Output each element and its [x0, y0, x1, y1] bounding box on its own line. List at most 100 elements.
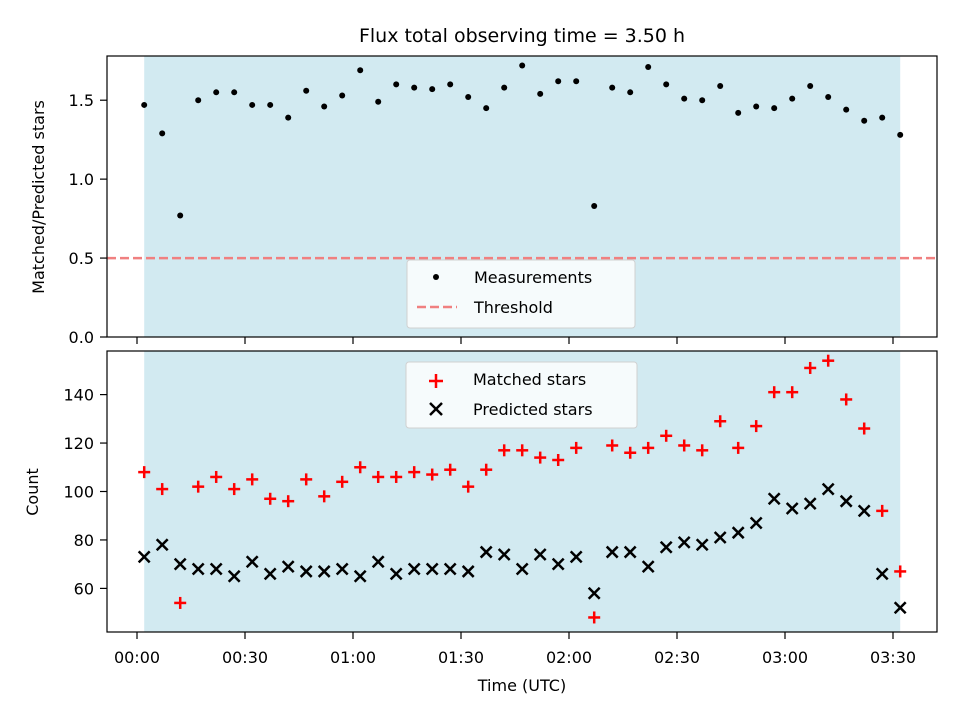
predicted-star-d2 [407, 562, 421, 576]
predicted-star-d2 [443, 562, 457, 576]
matched-star-marker [660, 429, 673, 442]
x-tick-label: 01:30 [438, 648, 484, 667]
x-tick-label: 00:30 [222, 648, 268, 667]
predicted-star-d2 [425, 562, 439, 576]
matched-star-marker [786, 386, 799, 399]
measurement-point [465, 94, 472, 101]
predicted-star-marker [713, 531, 727, 544]
predicted-star-d2 [803, 497, 817, 510]
matched-star-marker [372, 470, 385, 483]
measurement-point [501, 84, 508, 91]
predicted-star-d2 [623, 545, 637, 559]
predicted-star-d2 [155, 538, 169, 552]
measurement-point [195, 97, 202, 104]
matched-star-marker [552, 454, 565, 467]
measurement-point [591, 202, 598, 209]
predicted-star-marker [371, 555, 385, 569]
measurement-point [303, 87, 310, 94]
predicted-star-d2 [263, 567, 277, 581]
measurement-point [717, 82, 724, 89]
measurement-point [645, 64, 652, 71]
measurement-point [231, 89, 238, 96]
predicted-star-d2 [335, 562, 349, 576]
y-tick-label: 120 [63, 434, 94, 453]
measurement-point [429, 86, 436, 93]
matched-star-marker [336, 475, 349, 488]
matched-star-marker [174, 596, 187, 609]
predicted-star-marker [605, 545, 619, 559]
matched-star-marker [876, 504, 889, 517]
predicted-star-marker [875, 567, 889, 581]
predicted-star-marker [695, 538, 709, 552]
x-tick-label: 00:00 [114, 648, 160, 667]
x-tick-label: 02:30 [654, 648, 700, 667]
predicted-star-d2 [137, 550, 151, 564]
predicted-star-marker [173, 557, 187, 571]
predicted-star-d2 [839, 494, 853, 508]
measurement-point [483, 105, 490, 112]
y-tick-label: 60 [74, 579, 94, 598]
measurement-point [627, 89, 634, 96]
bottom-y-axis: 60 80 100 120 140 [63, 386, 107, 598]
matched-star-marker [282, 495, 295, 508]
matched-star-marker [516, 444, 529, 457]
predicted-star-marker [839, 494, 853, 508]
matched-star-marker [678, 439, 691, 452]
predicted-star-marker [353, 569, 367, 583]
measurement-point [519, 62, 526, 69]
measurement-point [807, 82, 814, 89]
measurement-point [573, 78, 580, 85]
matched-star-marker [426, 468, 439, 481]
predicted-star-d2 [569, 550, 583, 564]
predicted-star-d2 [893, 601, 907, 615]
measurement-point [555, 78, 562, 85]
predicted-star-marker [443, 562, 457, 576]
predicted-star-d2 [173, 557, 187, 571]
x-tick-label: 01:00 [330, 648, 376, 667]
predicted-star-d2 [299, 565, 313, 578]
predicted-star-d2 [497, 548, 511, 561]
measurement-point [213, 89, 220, 96]
matched-star-marker [462, 480, 475, 493]
bottom-legend: Matched stars Predicted stars [405, 361, 638, 429]
y-tick-label: 0.5 [69, 249, 94, 268]
predicted-star-marker [263, 567, 277, 581]
measurement-point [285, 114, 292, 121]
predicted-star-marker [227, 569, 241, 583]
matched-star-marker [732, 441, 745, 454]
matched-star-marker [804, 361, 817, 374]
measurement-point [735, 109, 742, 116]
predicted-star-d2 [695, 538, 709, 552]
legend-matched-label: Matched stars [473, 370, 586, 389]
measurement-point [267, 101, 274, 108]
predicted-star-d2 [713, 531, 727, 544]
measurement-points [141, 62, 904, 219]
predicted-star-marker [749, 516, 763, 530]
matched-star-marker [570, 441, 583, 454]
x-tick-label: 03:00 [762, 648, 808, 667]
y-tick-label: 1.5 [69, 91, 94, 110]
matched-star-marker [138, 466, 151, 479]
predicted-star-d2 [821, 482, 835, 496]
measurement-point [357, 67, 364, 74]
matched-star-marker [714, 415, 727, 428]
matched-star-marker [246, 473, 259, 486]
predicted-star-d2 [353, 569, 367, 583]
predicted-star-marker [533, 548, 547, 561]
matched-star-marker [858, 422, 871, 435]
predicted-star-d2 [515, 562, 529, 576]
predicted-star-marker [497, 548, 511, 561]
measurement-point [825, 94, 832, 101]
matched-star-marker [408, 466, 421, 479]
measurement-point [177, 212, 184, 219]
matched-star-marker [696, 444, 709, 457]
top-y-label: Matched/Predicted stars [29, 100, 48, 294]
matched-star-marker [480, 463, 493, 476]
predicted-star-marker [767, 492, 781, 506]
predicted-star-d2 [749, 516, 763, 530]
measurement-point [375, 98, 382, 105]
predicted-star-marker [803, 497, 817, 510]
predicted-star-marker [551, 557, 565, 571]
predicted-star-marker [425, 562, 439, 576]
